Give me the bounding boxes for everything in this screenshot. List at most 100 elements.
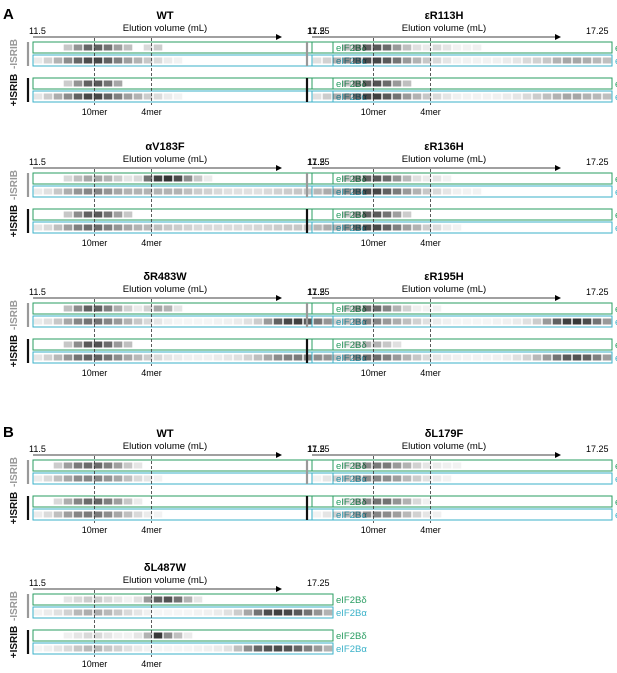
marker-10mer-label: 10mer <box>361 368 387 378</box>
band <box>322 57 332 64</box>
band <box>103 224 113 231</box>
band <box>452 188 462 195</box>
band <box>163 318 173 325</box>
blot-minus-isrib-alpha <box>32 472 334 485</box>
band <box>582 354 592 361</box>
blot-plus-isrib-alpha <box>32 642 334 655</box>
band <box>143 224 153 231</box>
marker-4mer-label: 4mer <box>141 368 162 378</box>
marker-10mer-label: 10mer <box>82 238 108 248</box>
band <box>153 224 163 231</box>
band <box>362 57 372 64</box>
band <box>452 224 462 231</box>
band <box>63 645 73 652</box>
blot-plus-isrib-delta-frame <box>32 77 334 90</box>
band <box>402 188 412 195</box>
band <box>342 475 352 482</box>
band <box>432 475 442 482</box>
blot-minus-isrib-alpha <box>32 315 334 328</box>
blot-minus-isrib-alpha <box>32 54 334 67</box>
band <box>243 318 253 325</box>
band <box>33 475 43 482</box>
blot-minus-isrib-delta <box>32 459 334 472</box>
band <box>73 175 83 182</box>
band <box>173 175 183 182</box>
band <box>103 305 113 312</box>
band <box>352 93 362 100</box>
band <box>392 80 402 87</box>
blot-plus-isrib-delta-frame <box>311 338 613 351</box>
band <box>113 175 123 182</box>
band <box>83 475 93 482</box>
band <box>362 462 372 469</box>
band <box>163 596 173 603</box>
band <box>342 188 352 195</box>
band <box>133 645 143 652</box>
band <box>93 596 103 603</box>
band <box>362 318 372 325</box>
band <box>412 175 422 182</box>
band <box>482 318 492 325</box>
band <box>123 609 133 616</box>
band <box>372 224 382 231</box>
marker-10mer-label: 10mer <box>82 659 108 669</box>
band <box>113 475 123 482</box>
band <box>283 188 293 195</box>
band <box>283 354 293 361</box>
band <box>123 498 133 505</box>
band <box>412 224 422 231</box>
eif2b-alpha-label: eIF2Bα <box>336 510 367 521</box>
band <box>323 609 333 616</box>
band <box>322 318 332 325</box>
blot-minus-isrib-delta <box>32 172 334 185</box>
band <box>213 354 223 361</box>
eif2b-delta-label: eIF2Bδ <box>615 304 617 315</box>
band <box>93 511 103 518</box>
band <box>153 354 163 361</box>
band <box>103 44 113 51</box>
axis-label: Elution volume (mL) <box>402 284 486 295</box>
blot-minus-isrib-alpha-frame <box>32 472 334 485</box>
blot-minus-isrib-delta <box>32 593 334 606</box>
band <box>422 511 432 518</box>
band <box>103 354 113 361</box>
band <box>93 475 103 482</box>
band <box>163 305 173 312</box>
blot-minus-isrib-alpha-frame <box>311 472 613 485</box>
band <box>193 354 203 361</box>
band <box>452 318 462 325</box>
band <box>352 305 362 312</box>
band <box>412 318 422 325</box>
band <box>93 354 103 361</box>
band <box>183 609 193 616</box>
band <box>392 305 402 312</box>
blot-minus-isrib-delta-frame <box>32 593 334 606</box>
band <box>203 224 213 231</box>
band <box>103 511 113 518</box>
band <box>472 57 482 64</box>
band <box>43 93 53 100</box>
blot-plus-isrib-delta-frame <box>32 208 334 221</box>
band <box>582 318 592 325</box>
band <box>223 645 233 652</box>
blot-plus-isrib-alpha <box>32 351 334 364</box>
band <box>203 645 213 652</box>
band <box>153 475 163 482</box>
band <box>422 462 432 469</box>
band <box>143 93 153 100</box>
band <box>372 318 382 325</box>
band <box>482 57 492 64</box>
band <box>93 462 103 469</box>
band <box>103 93 113 100</box>
blot-minus-isrib-delta-frame <box>32 302 334 315</box>
band <box>322 511 332 518</box>
band <box>592 93 602 100</box>
eif2b-alpha-label: eIF2Bα <box>615 510 617 521</box>
band <box>33 354 43 361</box>
band <box>552 93 562 100</box>
band <box>572 318 582 325</box>
blot-minus-isrib-alpha <box>311 185 613 198</box>
band <box>53 224 63 231</box>
minus-isrib-label: -ISRIB <box>9 39 20 69</box>
